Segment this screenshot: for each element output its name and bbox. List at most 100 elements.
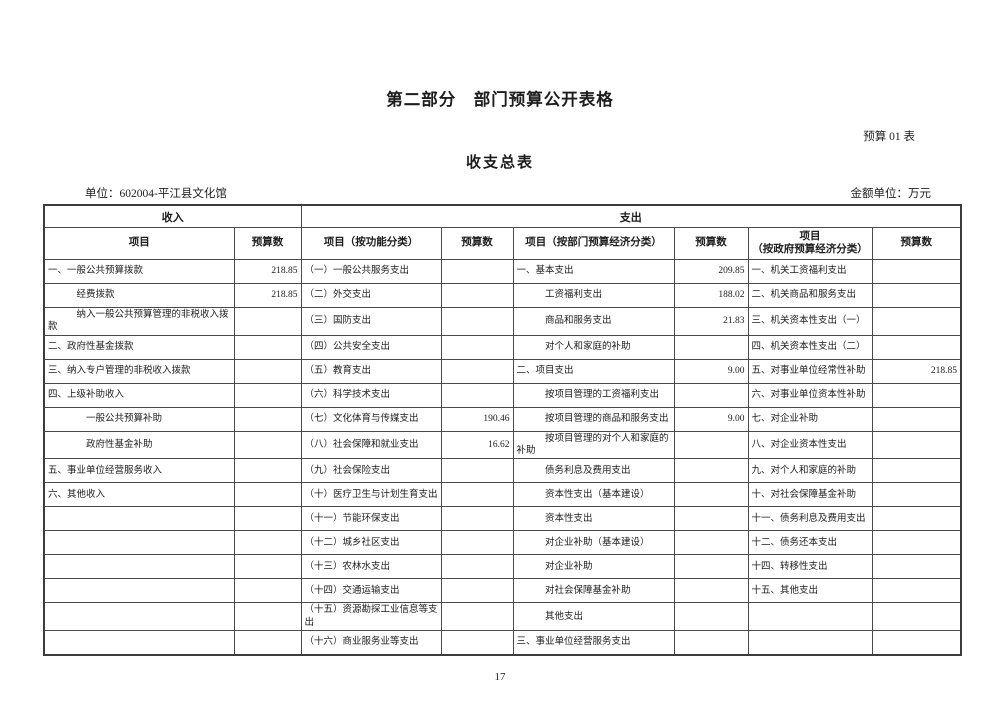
functional-item-cell: （六）科学技术支出 — [300, 382, 442, 408]
col-header-functional-item: 项目（按功能分类） — [300, 227, 442, 260]
govt-econ-item-cell: 十四、转移性支出 — [747, 554, 873, 580]
dept-econ-budget-cell: 9.00 — [673, 406, 749, 432]
functional-item-cell: （十三）农林水支出 — [300, 554, 442, 580]
govt-econ-budget-cell — [871, 630, 962, 656]
govt-econ-item-cell: 三、机关资本性支出（一） — [747, 307, 873, 336]
dept-econ-item-cell: 资本性支出（基本建设） — [512, 482, 675, 508]
income-group-header: 收入 — [43, 204, 302, 228]
dept-econ-budget-cell — [673, 458, 749, 484]
functional-budget-cell — [440, 458, 514, 484]
dept-econ-budget-cell — [673, 530, 749, 556]
table-row: （十三）农林水支出 对企业补助 十四、转移性支出 — [43, 554, 962, 580]
table-row: 六、其他收入 （十）医疗卫生与计划生育支出 资本性支出（基本建设） 十、对社会保… — [43, 482, 962, 508]
table-row: （十五）资源勘探工业信息等支出 其他支出 — [43, 602, 962, 632]
functional-budget-cell: 16.62 — [440, 430, 514, 460]
govt-econ-item-cell: 七、对企业补助 — [747, 406, 873, 432]
dept-econ-item-cell: 对社会保障基金补助 — [512, 578, 675, 604]
govt-econ-item-cell: 四、机关资本性支出（二） — [747, 334, 873, 360]
budget-summary-table: 收入 支出 项目 预算数 项目（按功能分类） 预算数 项目（按部门预算经济分类）… — [43, 204, 962, 657]
income-item-cell: 纳入一般公共预算管理的非税收入拨款 — [43, 307, 235, 336]
govt-econ-budget-cell — [871, 307, 962, 336]
dept-econ-budget-cell — [673, 334, 749, 360]
govt-econ-budget-cell — [871, 334, 962, 360]
table-row: （十一）节能环保支出 资本性支出 十一、债务利息及费用支出 — [43, 506, 962, 532]
functional-budget-cell — [440, 506, 514, 532]
govt-econ-item-cell — [747, 602, 873, 632]
income-item-cell — [43, 578, 235, 604]
income-budget-cell — [233, 358, 302, 384]
functional-item-cell: （二）外交支出 — [300, 283, 442, 308]
income-budget-cell — [233, 482, 302, 508]
expense-group-header: 支出 — [300, 204, 962, 228]
dept-econ-item-cell: 三、事业单位经营服务支出 — [512, 630, 675, 656]
income-budget-cell — [233, 530, 302, 556]
table-row: 二、政府性基金拨款 （四）公共安全支出 对个人和家庭的补助 四、机关资本性支出（… — [43, 334, 962, 360]
income-item-cell: 一、一般公共预算拨款 — [43, 259, 235, 284]
govt-econ-item-cell — [747, 630, 873, 656]
govt-econ-budget-cell — [871, 482, 962, 508]
table-row: 五、事业单位经营服务收入 （九）社会保险支出 债务利息及费用支出 九、对个人和家… — [43, 458, 962, 484]
col-header-income-item: 项目 — [43, 227, 235, 260]
table-row: 四、上级补助收入 （六）科学技术支出 按项目管理的工资福利支出 六、对事业单位资… — [43, 382, 962, 408]
col-header-govt-econ-line2: （按政府预算经济分类） — [752, 243, 868, 255]
table-row: 一般公共预算补助 （七）文化体育与传媒支出 190.46 按项目管理的商品和服务… — [43, 406, 962, 432]
dept-econ-item-cell: 工资福利支出 — [512, 283, 675, 308]
page-number: 17 — [494, 671, 506, 684]
col-header-dept-econ-item: 项目（按部门预算经济分类） — [512, 227, 675, 260]
table-row: 三、纳入专户管理的非税收入拨款 （五）教育支出 二、项目支出 9.00 五、对事… — [43, 358, 962, 384]
functional-budget-cell — [440, 602, 514, 632]
dept-econ-item-cell: 对企业补助 — [512, 554, 675, 580]
govt-econ-item-cell: 十一、债务利息及费用支出 — [747, 506, 873, 532]
dept-econ-budget-cell: 9.00 — [673, 358, 749, 384]
govt-econ-budget-cell — [871, 283, 962, 308]
functional-item-cell: （十一）节能环保支出 — [300, 506, 442, 532]
govt-econ-budget-cell — [871, 602, 962, 632]
dept-econ-budget-cell — [673, 382, 749, 408]
dept-econ-item-cell: 债务利息及费用支出 — [512, 458, 675, 484]
functional-budget-cell — [440, 554, 514, 580]
column-header-row: 项目 预算数 项目（按功能分类） 预算数 项目（按部门预算经济分类） 预算数 项… — [43, 227, 962, 260]
col-header-govt-econ-line1: 项目 — [799, 231, 821, 243]
group-header-row: 收入 支出 — [43, 204, 962, 228]
functional-item-cell: （五）教育支出 — [300, 358, 442, 384]
functional-item-cell: （十五）资源勘探工业信息等支出 — [300, 602, 442, 632]
dept-econ-budget-cell: 209.85 — [673, 259, 749, 284]
col-header-dept-econ-budget: 预算数 — [673, 227, 749, 260]
income-item-cell: 一般公共预算补助 — [43, 406, 235, 432]
govt-econ-budget-cell — [871, 430, 962, 460]
functional-item-cell: （十六）商业服务业等支出 — [300, 630, 442, 656]
income-budget-cell: 218.85 — [233, 259, 302, 284]
table-row: （十六）商业服务业等支出 三、事业单位经营服务支出 — [43, 630, 962, 656]
functional-budget-cell — [440, 482, 514, 508]
income-item-cell — [43, 630, 235, 656]
sheet-number-label: 预算 01 表 — [863, 131, 915, 143]
dept-econ-budget-cell: 188.02 — [673, 283, 749, 308]
table-row: （十四）交通运输支出 对社会保障基金补助 十五、其他支出 — [43, 578, 962, 604]
income-budget-cell — [233, 630, 302, 656]
govt-econ-item-cell: 八、对企业资本性支出 — [747, 430, 873, 460]
functional-item-cell: （七）文化体育与传媒支出 — [300, 406, 442, 432]
col-header-govt-econ-budget: 预算数 — [871, 227, 962, 260]
col-header-govt-econ-item: 项目 （按政府预算经济分类） — [747, 227, 873, 260]
govt-econ-budget-cell — [871, 406, 962, 432]
dept-econ-budget-cell — [673, 430, 749, 460]
col-header-functional-budget: 预算数 — [440, 227, 514, 260]
income-item-cell — [43, 602, 235, 632]
income-item-cell: 经费拨款 — [43, 283, 235, 308]
dept-econ-budget-cell — [673, 602, 749, 632]
govt-econ-budget-cell: 218.85 — [871, 358, 962, 384]
govt-econ-item-cell: 六、对事业单位资本性补助 — [747, 382, 873, 408]
income-item-cell — [43, 506, 235, 532]
income-item-cell: 四、上级补助收入 — [43, 382, 235, 408]
table-row: 纳入一般公共预算管理的非税收入拨款 （三）国防支出 商品和服务支出 21.83 … — [43, 307, 962, 336]
govt-econ-item-cell: 二、机关商品和服务支出 — [747, 283, 873, 308]
dept-econ-item-cell: 按项目管理的工资福利支出 — [512, 382, 675, 408]
govt-econ-budget-cell — [871, 578, 962, 604]
income-budget-cell — [233, 430, 302, 460]
table-row: 经费拨款 218.85 （二）外交支出 工资福利支出 188.02 二、机关商品… — [43, 283, 962, 308]
dept-econ-item-cell: 其他支出 — [512, 602, 675, 632]
dept-econ-item-cell: 一、基本支出 — [512, 259, 675, 284]
functional-budget-cell — [440, 578, 514, 604]
table-meta-row: 单位：602004-平江县文化馆 金额单位：万元 — [43, 185, 957, 201]
